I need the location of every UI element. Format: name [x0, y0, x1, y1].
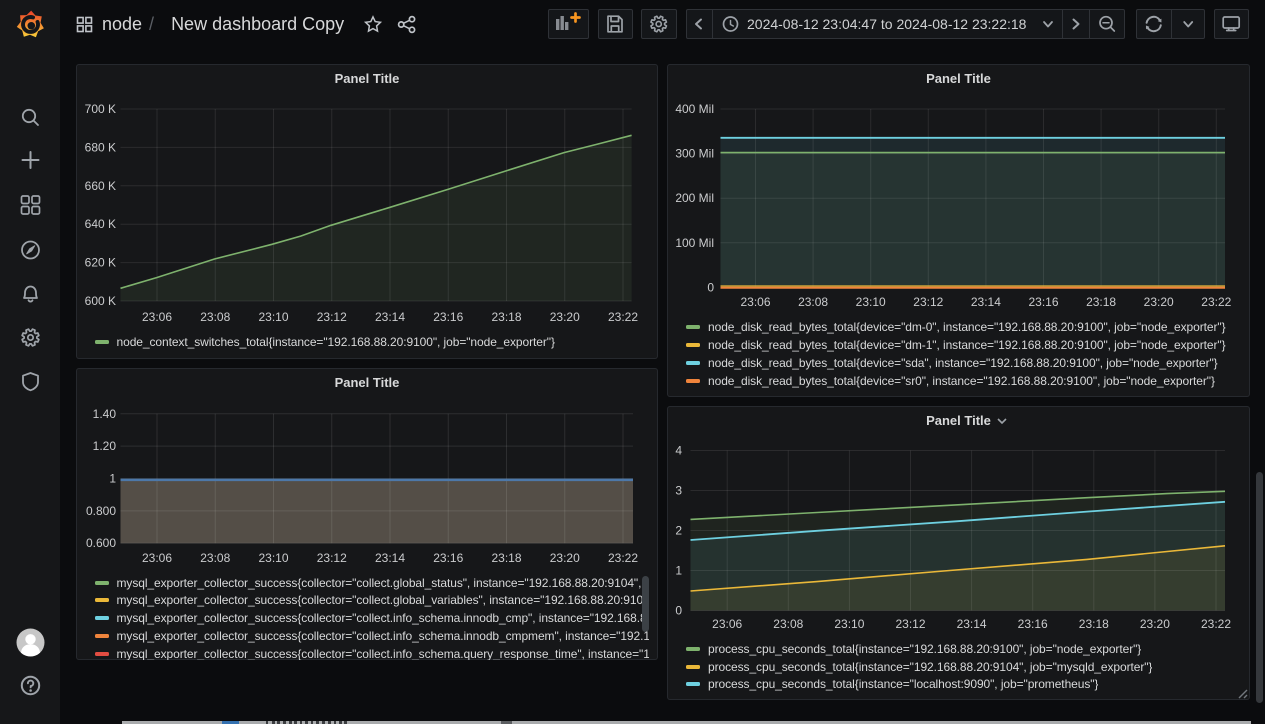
svg-text:200 Mil: 200 Mil	[675, 191, 714, 205]
svg-text:23:16: 23:16	[1018, 617, 1048, 631]
svg-text:23:16: 23:16	[433, 551, 463, 565]
svg-text:23:22: 23:22	[1201, 617, 1231, 631]
svg-text:23:08: 23:08	[200, 310, 230, 324]
svg-text:23:08: 23:08	[773, 617, 803, 631]
svg-text:0: 0	[675, 604, 682, 618]
svg-text:23:12: 23:12	[317, 551, 347, 565]
svg-text:23:20: 23:20	[550, 551, 580, 565]
svg-text:23:16: 23:16	[433, 310, 463, 324]
svg-text:23:22: 23:22	[608, 551, 638, 565]
svg-text:1: 1	[109, 472, 116, 486]
svg-text:23:14: 23:14	[971, 295, 1001, 309]
svg-text:23:06: 23:06	[142, 310, 172, 324]
svg-text:620 K: 620 K	[85, 256, 116, 270]
svg-text:300 Mil: 300 Mil	[675, 147, 714, 161]
svg-text:0: 0	[707, 280, 714, 294]
svg-text:600 K: 600 K	[85, 294, 116, 308]
svg-text:1: 1	[675, 564, 682, 578]
svg-text:23:12: 23:12	[913, 295, 943, 309]
svg-text:23:22: 23:22	[608, 310, 638, 324]
svg-text:23:22: 23:22	[1201, 295, 1231, 309]
svg-text:700 K: 700 K	[85, 102, 116, 116]
svg-text:100 Mil: 100 Mil	[675, 236, 714, 250]
svg-text:23:18: 23:18	[1086, 295, 1116, 309]
svg-text:23:18: 23:18	[491, 551, 521, 565]
svg-text:23:10: 23:10	[856, 295, 886, 309]
svg-text:1.20: 1.20	[93, 439, 117, 453]
svg-text:23:16: 23:16	[1028, 295, 1058, 309]
svg-text:0.800: 0.800	[86, 504, 116, 518]
svg-text:400 Mil: 400 Mil	[675, 102, 714, 116]
svg-text:23:12: 23:12	[895, 617, 925, 631]
svg-text:23:14: 23:14	[957, 617, 987, 631]
svg-text:640 K: 640 K	[85, 217, 116, 231]
svg-text:23:18: 23:18	[1079, 617, 1109, 631]
svg-text:23:10: 23:10	[258, 310, 288, 324]
svg-text:3: 3	[675, 484, 682, 498]
svg-text:23:14: 23:14	[375, 551, 405, 565]
svg-text:23:10: 23:10	[258, 551, 288, 565]
svg-text:23:18: 23:18	[491, 310, 521, 324]
svg-text:4: 4	[675, 444, 682, 458]
svg-text:23:08: 23:08	[798, 295, 828, 309]
svg-text:660 K: 660 K	[85, 179, 116, 193]
svg-text:23:06: 23:06	[740, 295, 770, 309]
svg-text:1.40: 1.40	[93, 407, 117, 421]
svg-text:23:10: 23:10	[834, 617, 864, 631]
svg-text:0.600: 0.600	[86, 536, 116, 550]
svg-text:23:20: 23:20	[1144, 295, 1174, 309]
svg-text:23:14: 23:14	[375, 310, 405, 324]
svg-text:2: 2	[675, 524, 682, 538]
svg-text:23:20: 23:20	[550, 310, 580, 324]
svg-text:23:20: 23:20	[1140, 617, 1170, 631]
svg-text:23:06: 23:06	[712, 617, 742, 631]
svg-text:23:06: 23:06	[142, 551, 172, 565]
svg-text:23:08: 23:08	[200, 551, 230, 565]
svg-text:23:12: 23:12	[317, 310, 347, 324]
svg-text:680 K: 680 K	[85, 140, 116, 154]
